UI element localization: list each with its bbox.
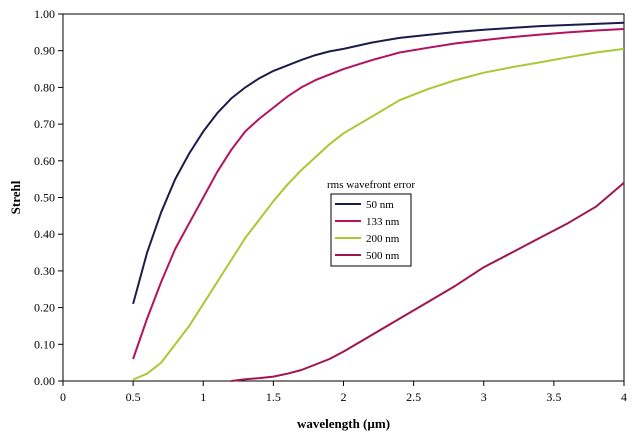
legend-label: 50 nm	[366, 199, 394, 211]
legend-title: rms wavefront error	[327, 179, 415, 191]
x-tick-label: 2	[341, 390, 347, 404]
x-tick-label: 0	[60, 390, 66, 404]
series-line-2	[132, 28, 625, 360]
y-tick-label: 1.00	[34, 7, 55, 21]
y-tick-label: 0.90	[34, 44, 55, 58]
tick-labels: 0.000.100.200.300.400.500.600.700.800.90…	[34, 7, 627, 404]
y-axis-title: Strehl	[8, 180, 23, 214]
y-tick-label: 0.60	[34, 154, 55, 168]
x-tick-label: 0.5	[126, 390, 141, 404]
x-tick-label: 4	[621, 390, 627, 404]
legend-label: 133 nm	[366, 216, 400, 228]
x-tick-label: 1	[200, 390, 206, 404]
x-tick-label: 1.5	[266, 390, 281, 404]
y-tick-label: 0.10	[34, 337, 55, 351]
y-tick-label: 0.20	[34, 301, 55, 315]
x-axis-title: wavelength (µm)	[297, 416, 390, 431]
y-tick-label: 0.80	[34, 80, 55, 94]
x-tick-label: 3.5	[546, 390, 561, 404]
y-tick-label: 0.50	[34, 191, 55, 205]
axes	[58, 13, 625, 386]
series-line-1	[132, 21, 625, 305]
y-tick-label: 0.30	[34, 264, 55, 278]
legend: rms wavefront error 50 nm 133 nm 200 nm 500…	[327, 179, 415, 267]
y-tick-label: 0.40	[34, 227, 55, 241]
y-tick-label: 0.70	[34, 117, 55, 131]
x-tick-label: 3	[481, 390, 487, 404]
series-line-4	[231, 182, 625, 382]
x-tick-label: 2.5	[406, 390, 421, 404]
legend-label: 200 nm	[366, 233, 400, 245]
series-line-3	[132, 47, 625, 381]
series-lines	[132, 21, 625, 382]
y-tick-label: 0.00	[34, 374, 55, 388]
legend-label: 500 nm	[366, 250, 400, 262]
